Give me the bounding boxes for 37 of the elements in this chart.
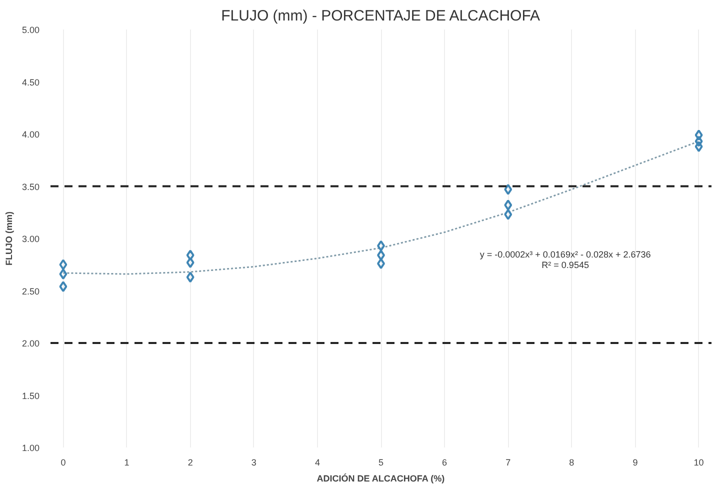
chart-title: FLUJO (mm) - PORCENTAJE DE ALCACHOFA — [221, 8, 540, 24]
point — [504, 200, 512, 211]
x-tick-label: 0 — [60, 458, 66, 468]
point — [59, 268, 68, 280]
x-tick-label: 9 — [632, 458, 638, 468]
point — [694, 130, 703, 141]
x-tick-label: 8 — [569, 458, 574, 468]
y-tick-label: 2.00 — [22, 338, 40, 348]
x-tick-label: 7 — [506, 458, 511, 468]
x-axis-title: ADICIÓN DE ALCACHOFA (%) — [316, 474, 445, 484]
y-tick-label: 1.50 — [22, 390, 40, 401]
x-tick-label: 1 — [124, 458, 130, 468]
x-tick-label: 2 — [188, 458, 193, 468]
y-tick-label: 4.00 — [22, 130, 40, 140]
point — [59, 259, 68, 270]
y-tick-label: 3.00 — [22, 234, 40, 244]
x-tick-label: 5 — [378, 458, 384, 468]
y-tick-label: 3.50 — [22, 182, 40, 192]
point — [694, 141, 703, 152]
x-tick-label: 6 — [442, 458, 448, 468]
x-tick-label: 4 — [314, 458, 320, 468]
y-tick-label: 5.00 — [22, 25, 40, 35]
x-tick-label: 10 — [694, 458, 704, 468]
annotation: R² = 0.9545 — [542, 260, 589, 270]
point — [504, 184, 512, 195]
y-tick-label: 2.50 — [22, 286, 40, 296]
point — [59, 281, 68, 292]
y-tick-label: 4.50 — [22, 77, 40, 88]
point — [504, 208, 512, 220]
point — [186, 250, 194, 261]
y-tick-label: 1.00 — [22, 443, 40, 453]
point — [186, 257, 194, 268]
point — [694, 136, 703, 147]
y-axis-title: FLUJO (mm) — [4, 211, 14, 266]
x-tick-label: 3 — [251, 458, 256, 468]
point — [186, 272, 194, 283]
annotation: y = -0.0002x³ + 0.0169x² - 0.028x + 2.6736 — [480, 249, 651, 260]
